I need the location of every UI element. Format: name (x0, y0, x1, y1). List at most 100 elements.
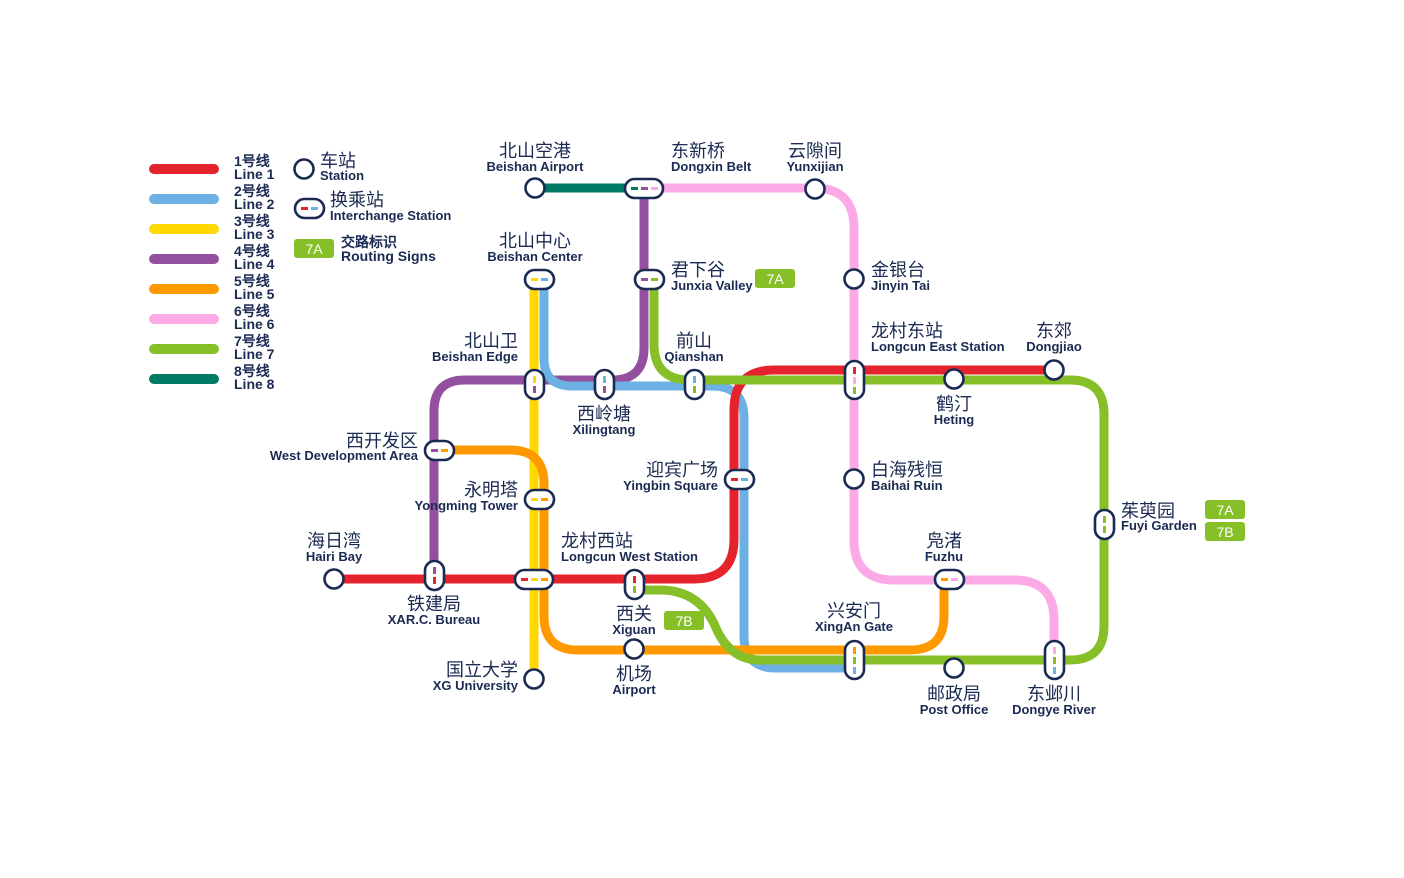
interchange-beishan-center[interactable] (523, 268, 556, 291)
label-en: Fuyi Garden (1121, 518, 1197, 533)
legend-routing-en: Routing Signs (341, 248, 436, 264)
tag-label: 7A (1216, 502, 1234, 518)
station-xg-university[interactable] (523, 668, 545, 690)
legend-line-en: Line 7 (234, 346, 275, 362)
interchange-longcun-west[interactable] (513, 568, 555, 591)
legend-line-zh: 1号线 (234, 153, 270, 169)
legend-line-en: Line 2 (234, 196, 275, 212)
interchange-xilingtang[interactable] (593, 368, 616, 401)
stations (323, 177, 1116, 690)
label-zh: 海日湾 (307, 531, 361, 552)
tag-bg (1205, 500, 1245, 519)
station-beishan-airport[interactable] (524, 177, 546, 199)
station-baihai[interactable] (843, 468, 865, 490)
station-hairi-bay[interactable] (323, 568, 345, 590)
legend-interchange: 换乘站 Interchange Station (293, 190, 451, 223)
interchange-beishan-edge[interactable] (523, 368, 546, 401)
routing-tag-junxia: 7A (755, 269, 795, 288)
label-zh: 西开发区 (346, 431, 418, 452)
interchange-xingan-gate[interactable] (843, 639, 866, 681)
label-en: Heting (934, 412, 975, 427)
label-zh: 兴安门 (827, 601, 881, 622)
legend-line-en: Line 3 (234, 226, 275, 242)
label-zh: 金银台 (871, 260, 925, 281)
label-zh: 北山中心 (499, 231, 571, 252)
label-en: Baihai Ruin (871, 478, 943, 493)
label-en: Longcun West Station (561, 549, 698, 564)
interchange-longcun-west-south[interactable] (623, 568, 646, 601)
label-zh: 永明塔 (464, 480, 518, 501)
routing-tags: 7A 7A 7B 7B (664, 269, 1245, 630)
tag-bg (664, 611, 704, 630)
interchange-yongming[interactable] (523, 488, 556, 511)
label-zh: 机场 (616, 664, 652, 685)
label-en: Xilingtang (573, 422, 636, 437)
label-en: West Development Area (270, 448, 419, 463)
routing-tag-icon (294, 239, 334, 258)
legend-routing: 7A 交路标识 Routing Signs (294, 234, 436, 264)
legend-line-8: 8号线 Line 8 (149, 363, 275, 392)
label-zh: 鹤汀 (936, 394, 972, 415)
label-en: Beishan Edge (432, 349, 518, 364)
interchange-xar-bureau[interactable] (423, 559, 446, 592)
label-zh: 北山卫 (464, 331, 518, 352)
legend-line-zh: 7号线 (234, 333, 270, 349)
station-post-office[interactable] (943, 657, 965, 679)
label-en: Yongming Tower (414, 498, 518, 513)
label-en: Dongye River (1012, 702, 1096, 717)
station-heting[interactable] (943, 368, 965, 390)
tag-bg (1205, 522, 1245, 541)
tag-bg (755, 269, 795, 288)
interchange-west-dev[interactable] (423, 439, 456, 462)
label-zh: 西关 (616, 604, 652, 625)
interchange-junxia-valley[interactable] (633, 268, 666, 291)
legend-line-3: 3号线 Line 3 (149, 213, 275, 242)
label-en: Yingbin Square (623, 478, 718, 493)
legend-line-zh: 2号线 (234, 183, 270, 199)
label-zh: 茱萸园 (1121, 501, 1175, 522)
legend-line-en: Line 1 (234, 166, 275, 182)
label-zh: 凫渚 (926, 531, 962, 552)
interchange-yingbin[interactable] (723, 468, 756, 491)
station-yunxijian[interactable] (804, 178, 826, 200)
station-labels: 北山空港 Beishan Airport 东新桥 Dongxin Belt 云隙… (270, 141, 1197, 717)
interchange-dongye-river[interactable] (1043, 639, 1066, 681)
legend-line-zh: 3号线 (234, 213, 270, 229)
tag-label: 7B (1216, 524, 1233, 540)
legend-station-zh: 车站 (320, 151, 356, 172)
label-en: Yunxijian (786, 159, 843, 174)
station-dongjiao[interactable] (1043, 359, 1065, 381)
label-en: Airport (612, 682, 656, 697)
legend-station: 车站 Station (293, 151, 364, 183)
legend-station-en: Station (320, 168, 364, 183)
interchange-qianshan[interactable] (683, 368, 706, 401)
label-zh: 东新桥 (671, 141, 725, 162)
station-jinyin-tai[interactable] (843, 268, 865, 290)
routing-tag-fuyi-b: 7B (1205, 522, 1245, 541)
label-zh: 邮政局 (927, 684, 981, 705)
label-en: Beishan Center (487, 249, 582, 264)
interchange-icon (293, 197, 326, 220)
label-en: Fuzhu (925, 549, 963, 564)
routing-tag-xiguan: 7B (664, 611, 704, 630)
label-en: Junxia Valley (671, 278, 753, 293)
label-zh: 龙村西站 (561, 531, 633, 552)
legend-routing-tag: 7A (305, 241, 323, 257)
tag-label: 7A (766, 271, 784, 287)
interchange-fuzhu[interactable] (933, 568, 966, 591)
label-en: Qianshan (664, 349, 723, 364)
label-en: Hairi Bay (306, 549, 363, 564)
line-5-route (429, 445, 949, 655)
legend-line-4: 4号线 Line 4 (149, 243, 275, 272)
interchange-longcun-east[interactable] (843, 359, 866, 401)
label-zh: 君下谷 (671, 260, 725, 281)
interchange-dongxin-belt[interactable] (623, 177, 665, 200)
legend-interchange-en: Interchange Station (330, 208, 451, 223)
interchange-fuyi[interactable] (1093, 508, 1116, 541)
legend-line-zh: 4号线 (234, 243, 270, 259)
tag-label: 7B (675, 613, 692, 629)
routing-tag-fuyi-a: 7A (1205, 500, 1245, 519)
station-xiguan[interactable] (623, 638, 645, 660)
label-en: Xiguan (612, 622, 655, 637)
